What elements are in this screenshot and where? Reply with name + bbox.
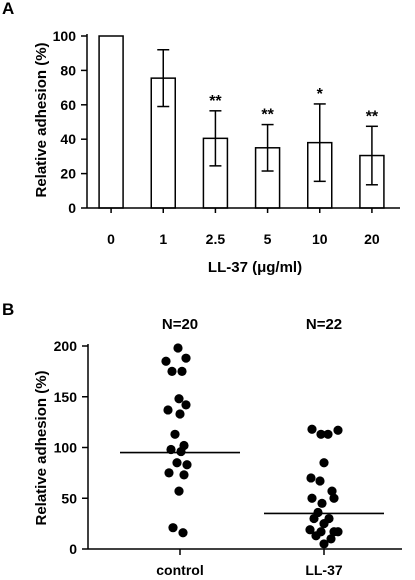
panel-a-x-tick-label: 5: [264, 231, 272, 247]
panel-b-scatter-chart: B Relative adhesion (%) 0 50 100 150 200 con…: [2, 300, 402, 578]
panel-a-y-tick-label: 0: [68, 200, 76, 216]
panel-b-y-tick-label: 100: [54, 440, 78, 456]
panel-b-x-tick-label: control: [156, 562, 203, 578]
panel-b-data-point: [333, 527, 343, 537]
panel-a-bars: *******: [98, 35, 385, 209]
panel-a-y-tick-label: 40: [60, 131, 76, 147]
panel-b-data-point: [174, 486, 184, 496]
panel-a-significance-label: **: [209, 93, 222, 110]
panel-b-data-point: [311, 531, 321, 541]
panel-b-data-point: [319, 539, 329, 549]
panel-a-y-tick-label: 60: [60, 97, 76, 113]
panel-b-data-point: [329, 493, 339, 503]
panel-b-data-point: [306, 473, 316, 483]
panel-b-data-point: [176, 446, 186, 457]
panel-b-x-tick-label: LL-37: [305, 562, 343, 578]
panel-b-data-point: [174, 394, 184, 404]
panel-a-y-axis-title: Relative adhesion (%): [33, 42, 50, 197]
panel-b-data-point: [181, 400, 191, 410]
panel-b-label: B: [2, 300, 14, 319]
panel-b-data-point: [316, 429, 326, 439]
panel-b-data-point: [319, 458, 329, 468]
panel-b-data-point: [168, 523, 178, 533]
panel-b-data-point: [163, 405, 173, 415]
panel-a-x-tick-label: 20: [364, 231, 380, 247]
panel-b-data-point: [333, 425, 343, 435]
panel-a-x-tick-labels: 0 1 2.5 5 10 20: [107, 208, 380, 247]
panel-b-data-point: [317, 498, 327, 508]
panel-a-significance-label: **: [366, 108, 379, 125]
panel-b-y-tick-label: 150: [54, 389, 78, 405]
panel-b-data-point: [309, 513, 319, 524]
panel-b-data-point: [170, 429, 180, 439]
panel-b-data-point: [315, 476, 325, 486]
panel-b-data-point: [179, 470, 189, 480]
panel-a-y-tick-label: 20: [60, 166, 76, 182]
panel-b-data-point: [307, 493, 317, 503]
panel-a-bar: [98, 35, 124, 209]
panel-a-significance-label: **: [261, 107, 274, 124]
panel-b-data-point: [307, 424, 317, 434]
panel-b-n-label: N=20: [162, 316, 198, 333]
panel-b-y-tick-label: 50: [61, 490, 77, 506]
panel-b-data-point: [177, 366, 187, 376]
panel-b-data-point: [181, 353, 191, 363]
panel-a-x-axis-title: LL-37 (μg/ml): [208, 259, 302, 276]
panel-b-n-label: N=22: [306, 316, 342, 333]
panel-a-x-tick-label: 10: [312, 231, 328, 247]
panel-b-data: control N=20 LL-37 N=22: [120, 316, 384, 578]
panel-a-x-tick-label: 2.5: [206, 231, 226, 247]
panel-a-x-tick-label: 1: [159, 231, 167, 247]
panel-b-y-axis-title: Relative adhesion (%): [33, 370, 50, 525]
panel-b-y-tick-label: 200: [54, 338, 78, 354]
panel-a-x-tick-label: 0: [107, 231, 115, 247]
panel-a-y-ticks: 0 20 40 60 80 100: [53, 28, 87, 216]
panel-b-data-point: [178, 528, 188, 538]
panel-b-data-point: [182, 460, 192, 470]
panel-b-data-point: [167, 366, 177, 376]
panel-b-data-point: [326, 534, 336, 544]
panel-b-data-point: [161, 356, 171, 366]
panel-b-data-point: [172, 458, 182, 468]
panel-b-data-point: [164, 468, 174, 478]
panel-b-data-point: [173, 343, 183, 353]
panel-a-y-tick-label: 80: [60, 62, 76, 78]
panel-b-data-point: [327, 486, 337, 496]
panel-a-bar-chart: A Relative adhesion (%) LL-37 (μg/ml) 0 2…: [2, 0, 400, 276]
panel-b-data-point: [323, 429, 333, 439]
panel-b-data-point: [175, 409, 185, 419]
panel-b-data-point: [319, 519, 329, 529]
panel-b-data-point: [305, 525, 315, 535]
panel-b-y-ticks: 0 50 100 150 200: [54, 338, 88, 557]
panel-a-y-tick-label: 100: [53, 28, 77, 44]
panel-b-y-tick-label: 0: [69, 541, 77, 557]
panel-a-label: A: [2, 0, 14, 18]
panel-a-significance-label: *: [317, 86, 324, 103]
